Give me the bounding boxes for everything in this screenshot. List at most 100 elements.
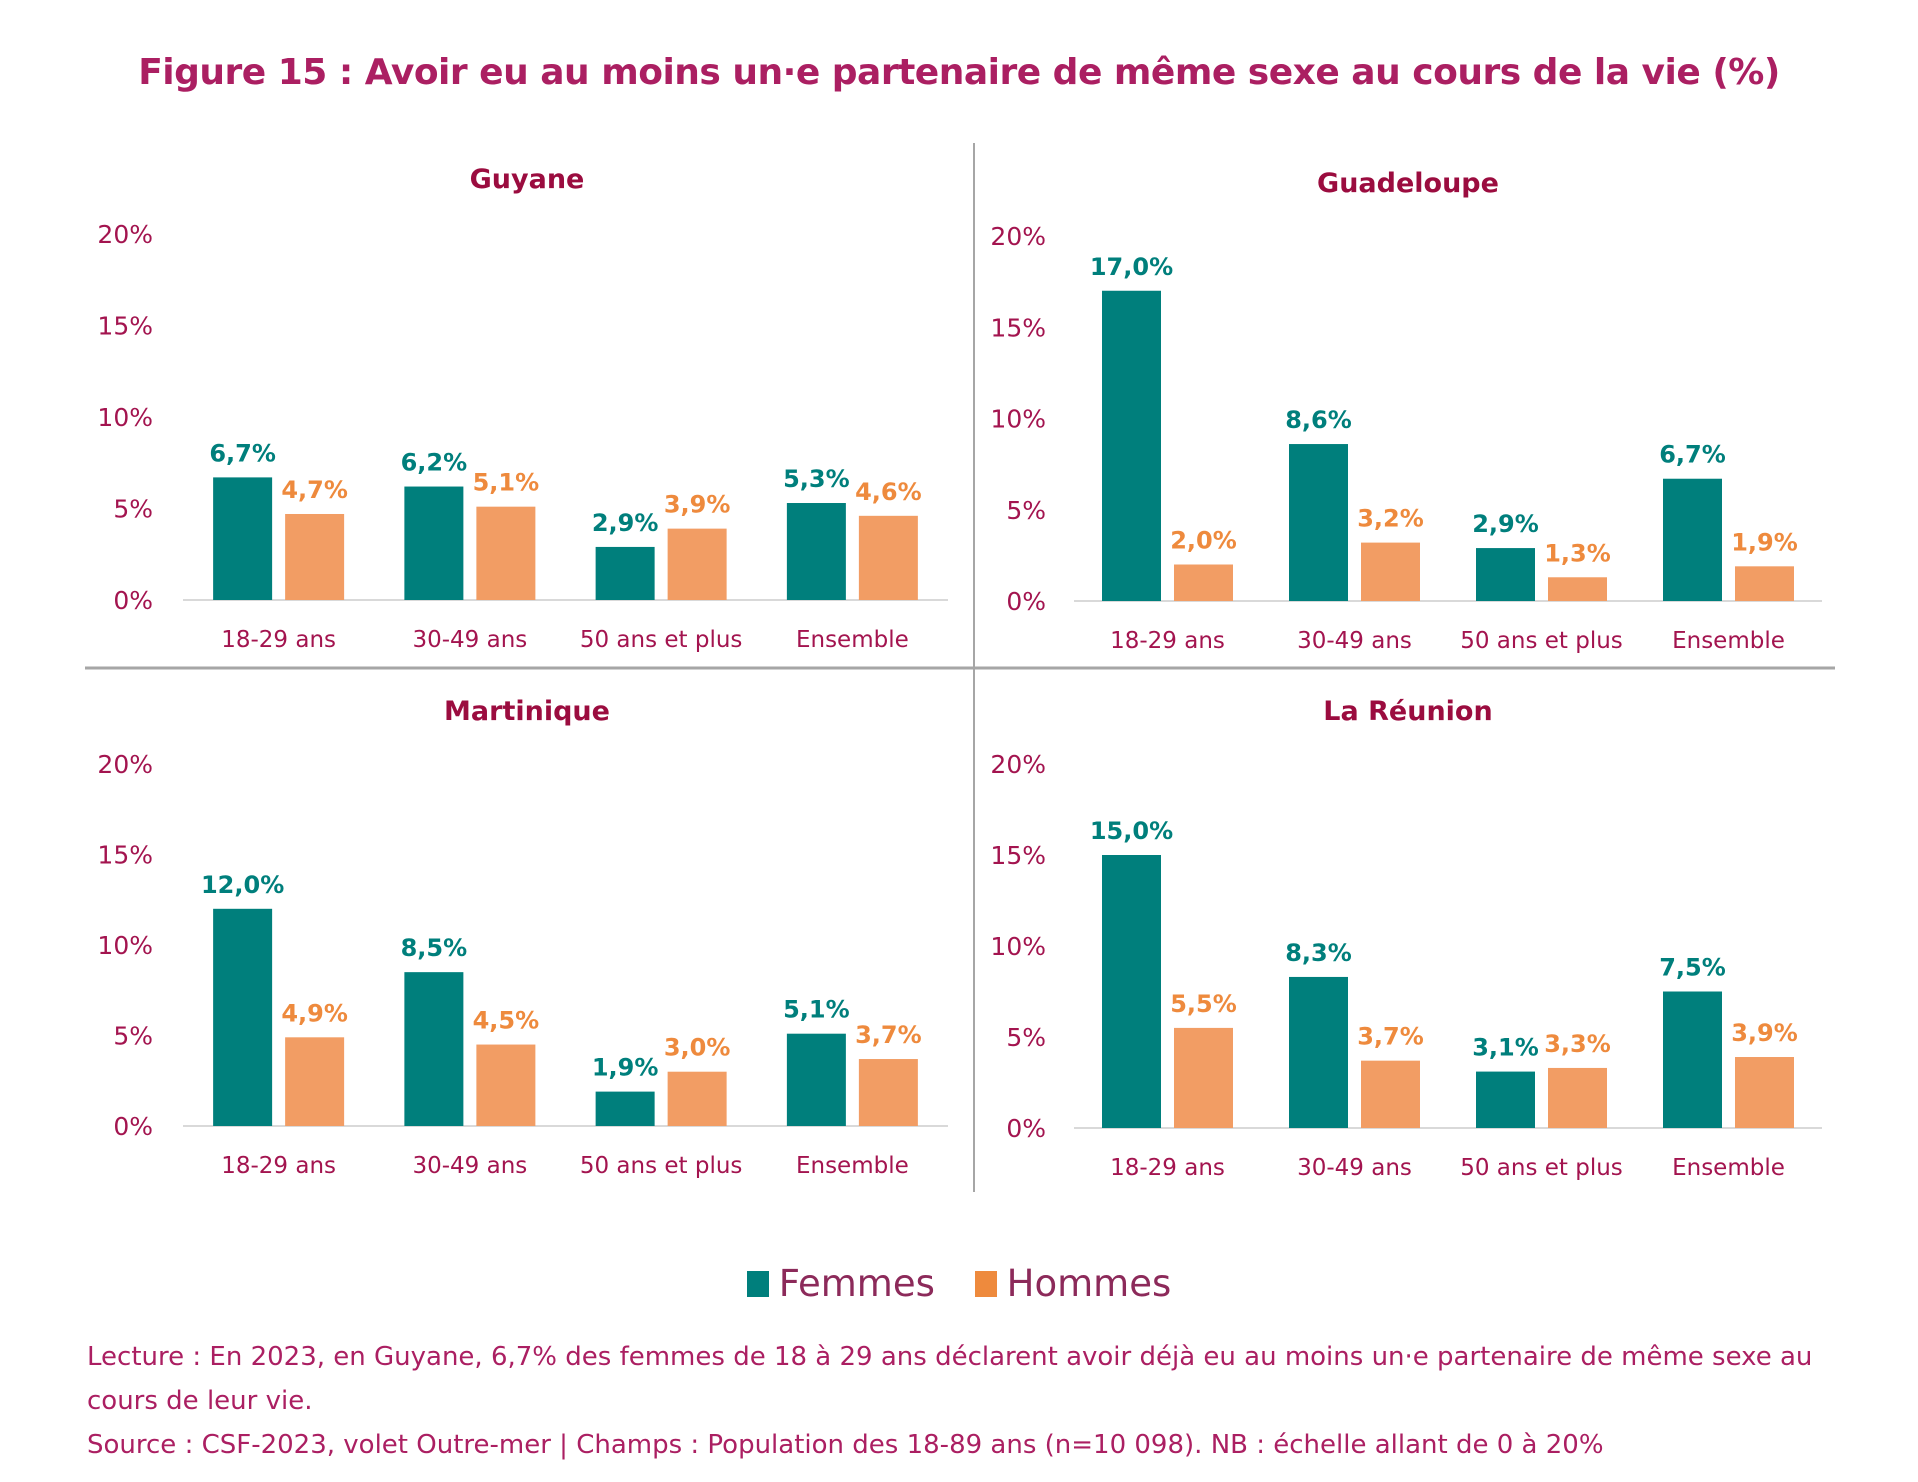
bar-femmes xyxy=(786,1033,846,1126)
data-label-femmes: 5,3% xyxy=(783,465,850,493)
data-label-femmes: 2,9% xyxy=(1472,510,1539,538)
figure-title: Figure 15 : Avoir eu au moins un·e parte… xyxy=(138,52,1780,93)
y-tick-label: 5% xyxy=(1006,496,1046,525)
y-tick-label: 10% xyxy=(990,405,1046,434)
data-label-hommes: 3,7% xyxy=(855,1021,922,1049)
data-label-hommes: 1,3% xyxy=(1544,539,1611,567)
bar-femmes xyxy=(213,477,273,600)
bar-hommes xyxy=(476,506,536,600)
bar-hommes xyxy=(1548,577,1607,601)
x-tick-label: 50 ans et plus xyxy=(580,1153,743,1179)
x-tick-label: 30-49 ans xyxy=(412,627,527,653)
data-label-femmes: 3,1% xyxy=(1472,1034,1539,1062)
legend-item-femmes: Femmes xyxy=(746,1262,935,1305)
data-label-hommes: 3,9% xyxy=(664,491,731,519)
y-tick-label: 0% xyxy=(113,586,153,615)
bar-hommes xyxy=(1735,566,1794,601)
y-tick-label: 15% xyxy=(990,313,1046,342)
y-tick-label: 15% xyxy=(97,312,153,341)
bar-hommes xyxy=(285,513,345,600)
y-tick-label: 5% xyxy=(1006,1023,1046,1052)
y-tick-label: 10% xyxy=(97,931,153,960)
y-tick-label: 15% xyxy=(990,841,1046,870)
y-tick-label: 15% xyxy=(97,841,153,870)
data-label-femmes: 7,5% xyxy=(1659,954,1726,982)
bar-femmes xyxy=(786,503,846,600)
panel-title-guadeloupe: Guadeloupe xyxy=(1317,168,1499,199)
bar-hommes xyxy=(285,1037,345,1126)
bar-hommes xyxy=(1548,1067,1607,1128)
bar-femmes xyxy=(1663,991,1722,1128)
data-label-hommes: 3,3% xyxy=(1544,1030,1611,1058)
charts-grid: Guyane 0% 5% 10% 15% 20% 18-29 ans 6,7%4,7% 30-4… xyxy=(85,143,1835,1192)
bar-hommes xyxy=(858,1059,918,1126)
data-label-femmes: 1,9% xyxy=(592,1054,659,1082)
x-tick-label: Ensemble xyxy=(1672,628,1785,654)
data-label-hommes: 4,9% xyxy=(281,999,348,1027)
data-label-hommes: 4,5% xyxy=(473,1007,540,1035)
x-tick-label: Ensemble xyxy=(796,627,909,653)
data-label-hommes: 1,9% xyxy=(1731,528,1798,556)
bar-femmes xyxy=(1476,1071,1535,1128)
data-label-hommes: 3,9% xyxy=(1731,1019,1798,1047)
bar-femmes xyxy=(595,1091,655,1126)
x-tick-label: 50 ans et plus xyxy=(580,627,743,653)
x-tick-label: 50 ans et plus xyxy=(1460,628,1623,654)
bar-femmes xyxy=(213,908,273,1126)
y-tick-label: 10% xyxy=(97,403,153,432)
data-label-hommes: 4,7% xyxy=(281,476,348,504)
data-label-femmes: 8,6% xyxy=(1285,406,1352,434)
y-tick-label: 20% xyxy=(990,222,1046,251)
bar-hommes xyxy=(1361,542,1420,601)
bar-femmes xyxy=(1289,444,1348,601)
bar-femmes xyxy=(1102,290,1161,601)
y-tick-label: 20% xyxy=(990,750,1046,779)
y-tick-label: 10% xyxy=(990,932,1046,961)
data-label-femmes: 5,1% xyxy=(783,996,850,1024)
bar-hommes xyxy=(858,515,918,600)
panel-title-guyane: Guyane xyxy=(470,164,585,195)
bar-hommes xyxy=(1361,1060,1420,1128)
x-tick-label: 50 ans et plus xyxy=(1460,1155,1623,1181)
legend: Femmes Hommes xyxy=(0,1262,1918,1306)
legend-swatch-hommes xyxy=(974,1270,997,1297)
lecture-note: Lecture : En 2023, en Guyane, 6,7% des f… xyxy=(87,1342,1813,1416)
x-tick-label: 18-29 ans xyxy=(221,1153,336,1179)
data-label-femmes: 6,7% xyxy=(209,439,276,467)
x-tick-label: 18-29 ans xyxy=(1110,628,1225,654)
bar-hommes xyxy=(1735,1057,1794,1128)
bar-femmes xyxy=(1476,548,1535,601)
source-note: Source : CSF-2023, volet Outre-mer | Cha… xyxy=(87,1430,1604,1460)
y-tick-label: 0% xyxy=(1006,587,1046,616)
data-label-femmes: 8,5% xyxy=(401,934,468,962)
data-label-femmes: 8,3% xyxy=(1285,939,1352,967)
bar-hommes xyxy=(667,528,727,600)
data-label-femmes: 12,0% xyxy=(201,871,284,899)
x-tick-label: Ensemble xyxy=(796,1153,909,1179)
y-tick-label: 20% xyxy=(97,220,153,249)
data-label-hommes: 5,5% xyxy=(1170,990,1237,1018)
bar-femmes xyxy=(595,546,655,600)
bar-femmes xyxy=(1289,976,1348,1128)
data-label-femmes: 6,2% xyxy=(401,449,468,477)
legend-swatch-femmes xyxy=(746,1270,769,1297)
y-tick-label: 5% xyxy=(113,1022,153,1051)
bar-femmes xyxy=(1102,855,1161,1128)
data-label-hommes: 3,7% xyxy=(1357,1023,1424,1051)
bar-hommes xyxy=(1174,564,1233,601)
data-label-femmes: 15,0% xyxy=(1090,817,1173,845)
data-label-hommes: 4,6% xyxy=(855,478,922,506)
x-tick-label: 30-49 ans xyxy=(412,1153,527,1179)
y-tick-label: 0% xyxy=(1006,1114,1046,1143)
data-label-hommes: 3,2% xyxy=(1357,505,1424,533)
bar-femmes xyxy=(1663,478,1722,601)
bar-femmes xyxy=(404,972,464,1126)
footer-notes: Lecture : En 2023, en Guyane, 6,7% des f… xyxy=(87,1335,1867,1467)
panel-title-la-r-union: La Réunion xyxy=(1323,696,1492,727)
data-label-hommes: 2,0% xyxy=(1170,527,1237,555)
y-tick-label: 20% xyxy=(97,750,153,779)
data-label-hommes: 5,1% xyxy=(473,469,540,497)
data-label-femmes: 17,0% xyxy=(1090,253,1173,281)
bar-hommes xyxy=(476,1044,536,1126)
panel-title-martinique: Martinique xyxy=(444,696,610,727)
